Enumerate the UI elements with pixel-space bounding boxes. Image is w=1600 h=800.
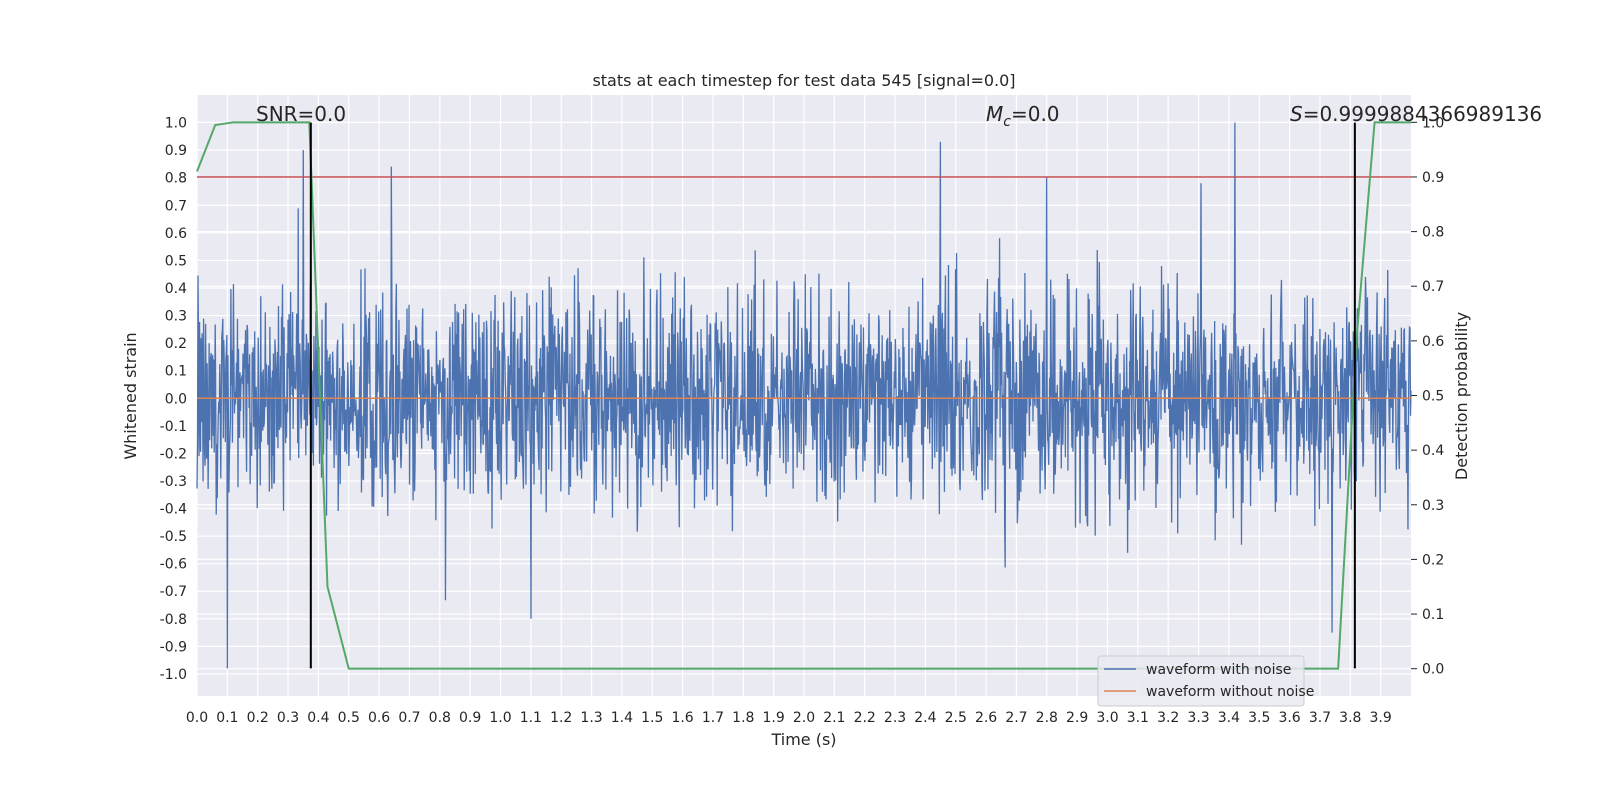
x-tick-label: 1.9: [763, 710, 785, 726]
x-tick-label: 1.1: [520, 710, 542, 726]
series-waveform-with-noise: [196, 122, 1412, 669]
x-tick-label: 2.2: [854, 710, 876, 726]
x-tick-label: 1.0: [489, 710, 511, 726]
x-tick-label: 3.2: [1157, 710, 1179, 726]
x-tick-label: 3.3: [1187, 710, 1209, 726]
x-tick-label: 2.9: [1066, 710, 1088, 726]
y-tick-label: 0.5: [165, 253, 187, 269]
chart-title: stats at each timestep for test data 545…: [592, 71, 1015, 90]
x-tick-label: 1.8: [732, 710, 754, 726]
x-axis-label: Time (s): [770, 730, 836, 749]
x-tick-label: 2.0: [793, 710, 815, 726]
s-annotation: S=0.9999884366989136: [1290, 102, 1542, 126]
x-tick-label: 2.3: [884, 710, 906, 726]
y2-tick-labels: 1.0 0.9 0.8 0.7 0.6 0.5 0.4 0.3 0.2 0.1 0.0: [1422, 115, 1444, 677]
series-detection-probability: [196, 121, 1411, 670]
y2-axis-label: Detection probability: [1452, 312, 1471, 480]
x-tick-label: 3.9: [1370, 710, 1392, 726]
y2-tick-label: 0.7: [1422, 279, 1444, 295]
y2-tick-label: 0.2: [1422, 552, 1444, 568]
x-tick-label: 1.7: [702, 710, 724, 726]
y-tick-label: 0.7: [165, 198, 187, 214]
y-tick-label: 0.4: [165, 281, 187, 297]
y-tick-label: -0.4: [160, 502, 187, 518]
y-tick-label: -1.0: [160, 667, 187, 683]
y2-tick-label: 0.4: [1422, 443, 1444, 459]
mc-symbol: M: [986, 102, 1003, 126]
x-tick-label: 3.8: [1339, 710, 1361, 726]
y-tick-label: -0.2: [160, 446, 187, 462]
x-tick-label: 0.2: [247, 710, 269, 726]
y-tick-label: -0.7: [160, 584, 187, 600]
y2-tick-label: 0.9: [1422, 170, 1444, 186]
x-tick-label: 2.8: [1036, 710, 1058, 726]
detection-markers: [309, 122, 1356, 669]
x-tick-label: 1.4: [611, 710, 633, 726]
y-tick-label: -0.1: [160, 419, 187, 435]
y-tick-label: -0.8: [160, 612, 187, 628]
x-tick-label: 0.0: [186, 710, 208, 726]
mc-subscript: c: [1003, 114, 1011, 130]
x-tick-label: 3.6: [1278, 710, 1300, 726]
y-tick-label: -0.6: [160, 557, 187, 573]
x-tick-label: 1.6: [671, 710, 693, 726]
y2-tick-label: 1.0: [1422, 115, 1444, 131]
legend-label-waveform-with-noise: waveform with noise: [1146, 662, 1291, 678]
y-tick-label: 1.0: [165, 116, 187, 132]
x-tick-label: 3.0: [1096, 710, 1118, 726]
x-tick-label: 0.8: [429, 710, 451, 726]
y2-tick-label: 0.3: [1422, 498, 1444, 514]
x-tick-label: 0.4: [307, 710, 329, 726]
snr-annotation: SNR=0.0: [256, 102, 346, 126]
y-tick-label: 0.8: [165, 171, 187, 187]
x-tick-label: 2.1: [823, 710, 845, 726]
x-tick-label: 0.6: [368, 710, 390, 726]
x-tick-label: 0.1: [216, 710, 238, 726]
legend-box: [1097, 655, 1305, 707]
y-tick-label: -0.3: [160, 474, 187, 490]
y-tick-label: 0.1: [165, 364, 187, 380]
s-symbol: S: [1290, 102, 1303, 126]
x-tick-label: 3.5: [1248, 710, 1270, 726]
y2-tick-label: 0.8: [1422, 225, 1444, 241]
legend-label-waveform-without-noise: waveform without noise: [1146, 684, 1314, 700]
x-tick-label: 2.7: [1005, 710, 1027, 726]
x-tick-label: 2.6: [975, 710, 997, 726]
y-tick-label: 0.3: [165, 309, 187, 325]
y-axis-label: Whitened strain: [121, 332, 140, 459]
x-tick-label: 2.4: [914, 710, 936, 726]
x-tick-label: 0.9: [459, 710, 481, 726]
x-tick-label: 1.2: [550, 710, 572, 726]
s-value: =0.9999884366989136: [1303, 102, 1542, 126]
y-tick-label: 0.2: [165, 336, 187, 352]
x-tick-label: 0.5: [338, 710, 360, 726]
x-tick-label: 3.1: [1127, 710, 1149, 726]
x-tick-label: 0.7: [398, 710, 420, 726]
x-tick-label: 1.3: [580, 710, 602, 726]
y-tick-label: 0.0: [165, 391, 187, 407]
x-tick-label: 1.5: [641, 710, 663, 726]
y2-tick-label: 0.6: [1422, 334, 1444, 350]
x-tick-label: 3.7: [1309, 710, 1331, 726]
y-tick-labels: 1.0 0.9 0.8 0.7 0.6 0.5 0.4 0.3 0.2 0.1 0.0 -0.1 -0.…: [160, 116, 187, 683]
x-tick-label: 3.4: [1218, 710, 1240, 726]
y2-tick-label: 0.5: [1422, 389, 1444, 405]
mc-annotation: Mc=0.0: [986, 102, 1060, 130]
y2-tick-label: 0.1: [1422, 607, 1444, 623]
x-tick-label: 0.3: [277, 710, 299, 726]
y-tick-label: 0.9: [165, 143, 187, 159]
x-tick-labels: 0.0 0.1 0.2 0.3 0.4 0.5 0.6 0.7 0.8 0.9 1.0 1.1 1.2 1…: [186, 710, 1392, 726]
y-grid: [197, 121, 1411, 675]
y-tick-label: 0.6: [165, 226, 187, 242]
x-tick-label: 2.5: [945, 710, 967, 726]
legend: waveform with noise waveform without noi…: [1097, 655, 1314, 707]
y2-tick-label: 0.0: [1422, 662, 1444, 678]
y-tick-label: -0.5: [160, 529, 187, 545]
mc-value: =0.0: [1011, 102, 1060, 126]
y-tick-label: -0.9: [160, 639, 187, 655]
